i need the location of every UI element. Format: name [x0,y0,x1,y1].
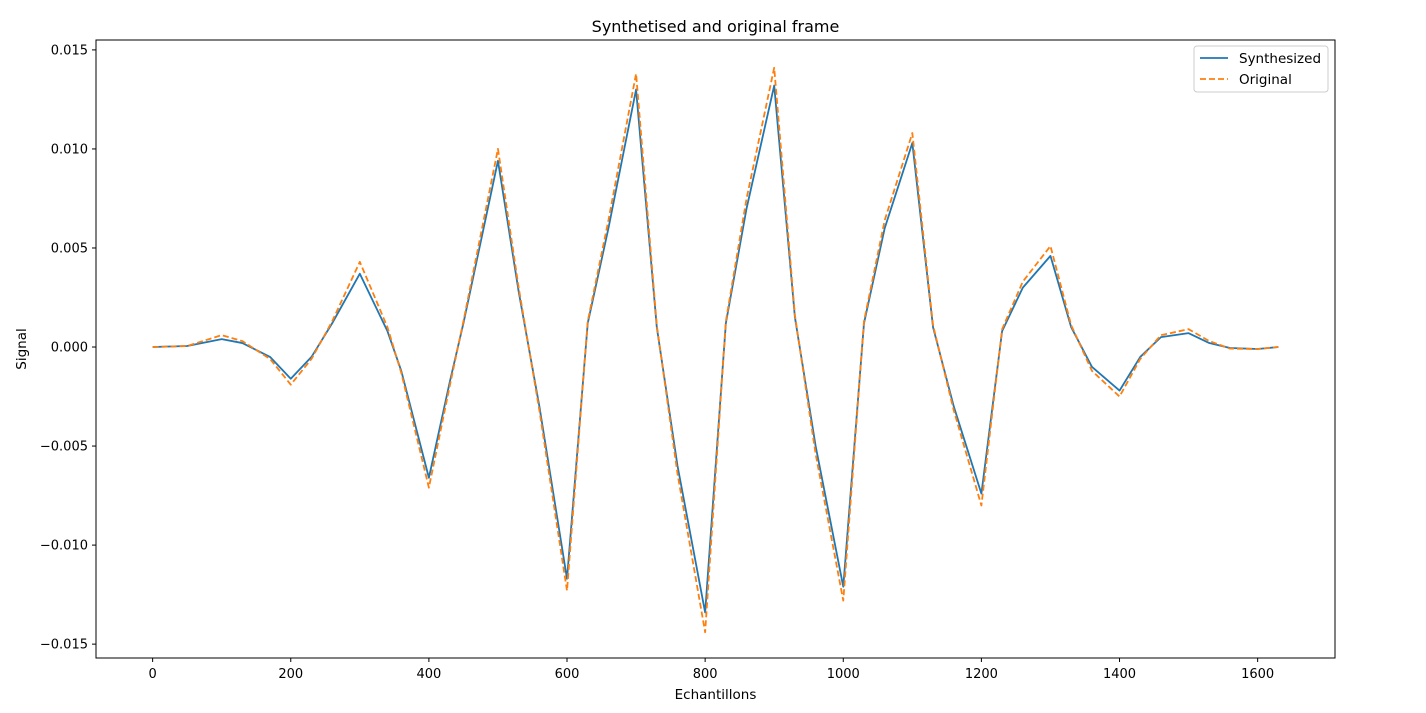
y-axis-label: Signal [14,328,30,369]
y-axis-ticks: −0.015 −0.010 −0.005 0.000 0.005 0.010 0.015 [40,43,96,653]
x-tick-label: 1200 [965,667,998,682]
legend: Synthesized Original [1193,45,1329,93]
x-tick-label: 600 [555,667,580,682]
chart-title: Synthetised and original frame [592,17,840,36]
x-axis-label: Echantillons [675,687,757,703]
x-tick-label: 200 [278,667,303,682]
x-tick-label: 1000 [827,667,860,682]
y-tick-label: 0.000 [51,341,88,356]
plot-area: 0 200 400 600 800 1000 1200 1400 1600 −0.015−0.0… [40,39,1336,682]
series-line-synthesized [152,84,1279,614]
series-layer [152,66,1279,634]
x-tick-label: 1600 [1241,667,1274,682]
x-tick-label: 800 [693,667,718,682]
series-line-original [152,66,1279,634]
legend-synthesized-label: Synthesized [1239,51,1321,67]
y-tick-label: 0.005 [51,241,88,256]
x-tick-label: 1400 [1103,667,1136,682]
y-tick-label: 0.015 [51,43,88,58]
x-tick-label: 400 [416,667,441,682]
y-tick-label: −0.015 [40,638,88,653]
plot-frame [95,39,1336,659]
legend-original-label: Original [1239,72,1292,88]
x-tick-label: 0 [148,667,156,682]
x-axis-ticks: 0 200 400 600 800 1000 1200 1400 1600 [148,658,1274,682]
y-tick-label: −0.010 [40,539,88,554]
y-tick-label: −0.005 [40,440,88,455]
y-tick-label: 0.010 [51,142,88,157]
